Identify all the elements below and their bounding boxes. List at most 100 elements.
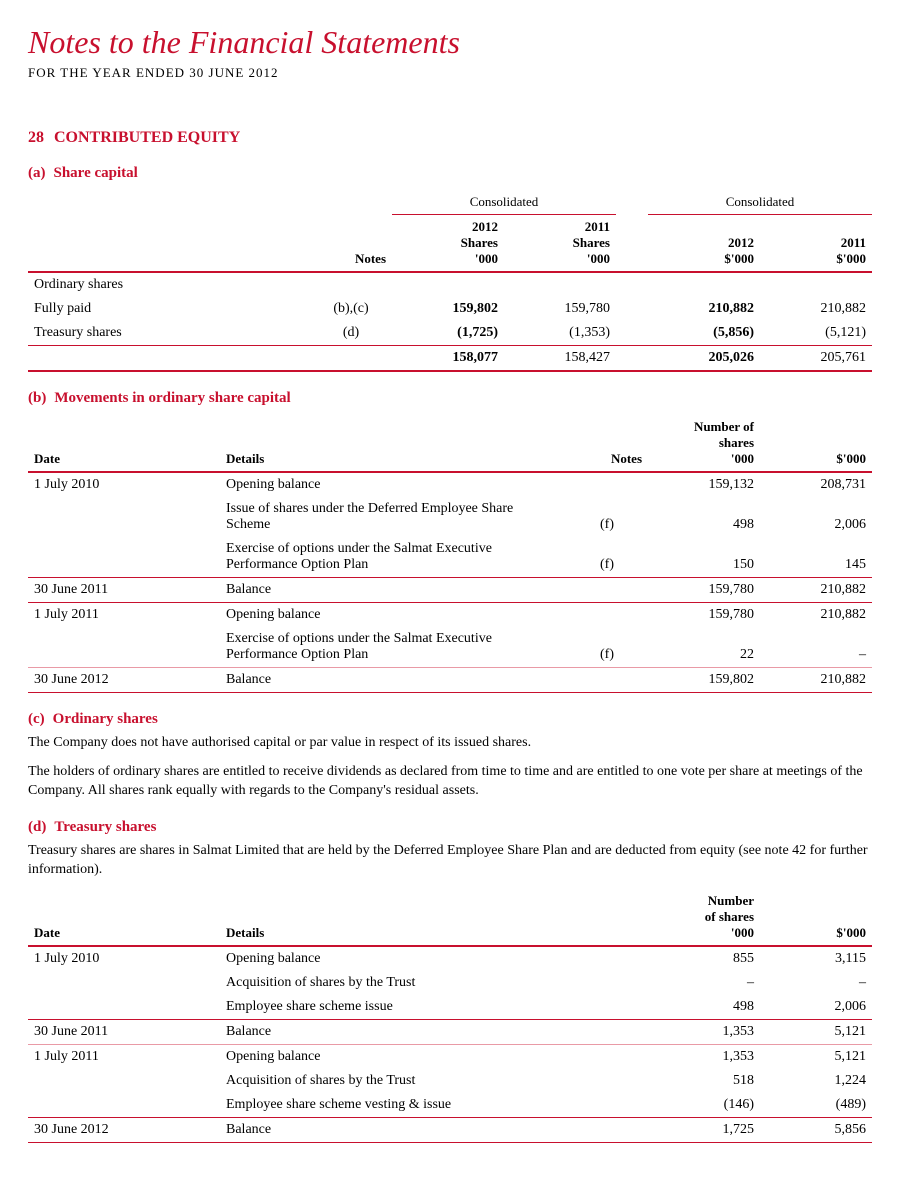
row-date: [28, 995, 220, 1020]
sub-a-letter: (a): [28, 165, 46, 181]
section-title: CONTRIBUTED EQUITY: [54, 129, 240, 146]
consolidated-label-2: Consolidated: [648, 190, 872, 215]
section-number: 28: [28, 129, 44, 146]
col-date: Date: [28, 415, 220, 472]
col-shares-b: Number ofshares'000: [648, 415, 760, 472]
row-d2012: (5,856): [648, 321, 760, 346]
row-dollar: 1,224: [760, 1069, 872, 1093]
col-2011-dollar: 2011$'000: [760, 215, 872, 273]
col-2012-shares: 2012Shares'000: [392, 215, 504, 273]
row-dollar: 5,121: [760, 1020, 872, 1045]
row-shares: 498: [648, 995, 760, 1020]
col-details-d: Details: [220, 889, 648, 946]
row-shares: 159,780: [648, 603, 760, 628]
row-s2011: 159,780: [504, 297, 616, 321]
row-notes: [566, 578, 648, 603]
sub-d-letter: (d): [28, 819, 46, 835]
sub-c-para-2: The holders of ordinary shares are entit…: [28, 763, 872, 801]
row-shares: 1,353: [648, 1045, 760, 1070]
col-dollar-d: $'000: [760, 889, 872, 946]
total-s2012: 158,077: [392, 346, 504, 372]
row-date: [28, 627, 220, 668]
row-date: 1 July 2010: [28, 472, 220, 497]
row-label: Fully paid: [28, 297, 310, 321]
sub-b-letter: (b): [28, 390, 46, 406]
row-d2011: 210,882: [760, 297, 872, 321]
row-details: Acquisition of shares by the Trust: [220, 1069, 648, 1093]
row-notes: (b),(c): [310, 297, 392, 321]
row-dollar: 3,115: [760, 946, 872, 971]
row-details: Acquisition of shares by the Trust: [220, 971, 648, 995]
row-s2011: [504, 272, 616, 297]
row-details: Exercise of options under the Salmat Exe…: [220, 627, 566, 668]
col-details: Details: [220, 415, 566, 472]
row-notes: [310, 272, 392, 297]
share-capital-table: Consolidated Consolidated Notes 2012Shar…: [28, 190, 872, 372]
row-details: Balance: [220, 668, 566, 693]
row-label: Treasury shares: [28, 321, 310, 346]
row-date: 1 July 2010: [28, 946, 220, 971]
row-details: Balance: [220, 578, 566, 603]
sub-c-title: Ordinary shares: [53, 711, 158, 727]
row-details: Exercise of options under the Salmat Exe…: [220, 537, 566, 578]
row-dollar: 208,731: [760, 472, 872, 497]
row-details: Opening balance: [220, 603, 566, 628]
row-dollar: 210,882: [760, 668, 872, 693]
row-dollar: –: [760, 971, 872, 995]
row-shares: 150: [648, 537, 760, 578]
page-title: Notes to the Financial Statements: [28, 24, 872, 61]
row-dollar: 5,856: [760, 1118, 872, 1143]
row-shares: 159,780: [648, 578, 760, 603]
subheading-c: (c)Ordinary shares: [28, 711, 872, 728]
total-s2011: 158,427: [504, 346, 616, 372]
col-dollar-b: $'000: [760, 415, 872, 472]
row-details: Opening balance: [220, 946, 648, 971]
sub-b-title: Movements in ordinary share capital: [54, 390, 290, 406]
row-notes: (f): [566, 537, 648, 578]
row-date: [28, 1069, 220, 1093]
col-2011-shares: 2011Shares'000: [504, 215, 616, 273]
total-d2011: 205,761: [760, 346, 872, 372]
col-2012-dollar: 2012$'000: [648, 215, 760, 273]
row-details: Balance: [220, 1118, 648, 1143]
row-details: Balance: [220, 1020, 648, 1045]
col-notes-b: Notes: [566, 415, 648, 472]
row-date: 1 July 2011: [28, 1045, 220, 1070]
row-s2012: 159,802: [392, 297, 504, 321]
row-date: [28, 971, 220, 995]
page-subtitle: FOR THE YEAR ENDED 30 JUNE 2012: [28, 65, 872, 81]
row-date: [28, 497, 220, 537]
row-details: Employee share scheme vesting & issue: [220, 1093, 648, 1118]
row-shares: 159,132: [648, 472, 760, 497]
row-s2012: (1,725): [392, 321, 504, 346]
sub-c-para-1: The Company does not have authorised cap…: [28, 734, 872, 753]
col-date-d: Date: [28, 889, 220, 946]
row-details: Opening balance: [220, 472, 566, 497]
row-dollar: (489): [760, 1093, 872, 1118]
row-details: Opening balance: [220, 1045, 648, 1070]
row-dollar: 145: [760, 537, 872, 578]
subheading-a: (a) Share capital: [28, 165, 872, 182]
row-notes: [566, 603, 648, 628]
row-notes: (f): [566, 627, 648, 668]
row-dollar: 210,882: [760, 603, 872, 628]
row-shares: –: [648, 971, 760, 995]
row-date: 1 July 2011: [28, 603, 220, 628]
total-d2012: 205,026: [648, 346, 760, 372]
col-notes: Notes: [310, 215, 392, 273]
row-date: 30 June 2011: [28, 1020, 220, 1045]
sub-a-title: Share capital: [54, 165, 138, 181]
row-notes: (d): [310, 321, 392, 346]
row-shares: (146): [648, 1093, 760, 1118]
section-heading: 28 CONTRIBUTED EQUITY: [28, 129, 872, 147]
row-s2011: (1,353): [504, 321, 616, 346]
col-shares-d: Numberof shares'000: [648, 889, 760, 946]
row-dollar: 210,882: [760, 578, 872, 603]
row-date: [28, 1093, 220, 1118]
row-shares: 498: [648, 497, 760, 537]
row-d2011: (5,121): [760, 321, 872, 346]
row-d2011: [760, 272, 872, 297]
row-date: [28, 537, 220, 578]
movements-table: Date Details Notes Number ofshares'000 $…: [28, 415, 872, 693]
sub-d-para-1: Treasury shares are shares in Salmat Lim…: [28, 842, 872, 880]
